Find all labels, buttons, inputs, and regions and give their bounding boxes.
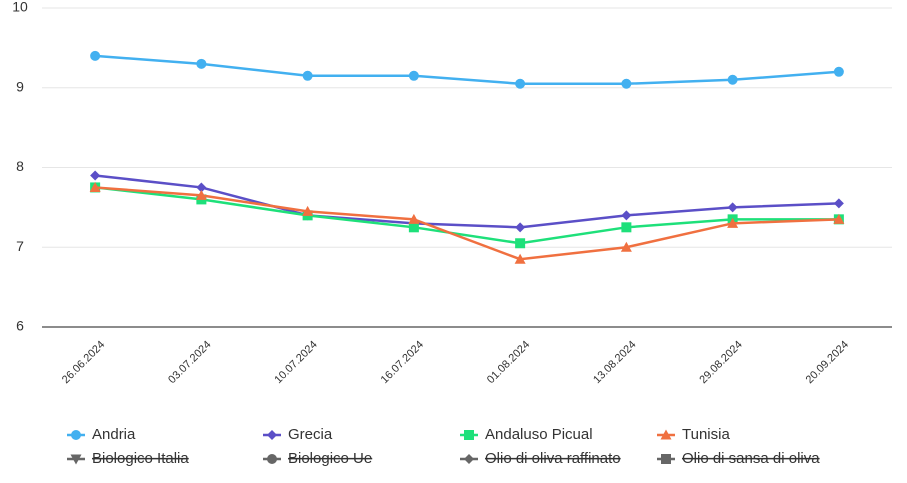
data-point <box>408 70 419 81</box>
legend-marker <box>267 454 277 464</box>
legend-marker <box>660 429 672 440</box>
data-point <box>833 213 845 224</box>
x-tick-label: 10.07.2024 <box>272 339 319 386</box>
legend-label: Biologico Ue <box>288 450 372 467</box>
data-point <box>302 205 314 216</box>
x-tick-label: 01.08.2024 <box>485 339 532 386</box>
data-point <box>833 66 844 77</box>
legend-label: Biologico Italia <box>92 450 189 467</box>
legend-item[interactable]: Grecia <box>263 426 333 443</box>
legend-item[interactable]: Tunisia <box>657 426 730 443</box>
x-tick-label: 26.06.2024 <box>60 339 107 386</box>
data-point <box>196 58 207 69</box>
y-tick-label: 9 <box>16 78 24 94</box>
data-point <box>514 253 526 264</box>
legend-label: Olio di sansa di oliva <box>682 450 820 467</box>
legend-marker <box>70 454 82 465</box>
legend-item[interactable]: Biologico Ue <box>263 450 372 467</box>
legend-label: Andaluso Picual <box>485 426 593 443</box>
data-point <box>621 210 632 221</box>
data-point <box>90 170 101 181</box>
x-tick-label: 03.07.2024 <box>166 339 213 386</box>
y-tick-label: 10 <box>12 0 28 15</box>
series-line <box>95 186 839 261</box>
legend-marker <box>71 430 81 440</box>
data-point <box>89 181 101 192</box>
data-point <box>408 222 419 233</box>
x-tick-label: 16.07.2024 <box>379 339 426 386</box>
data-point <box>620 241 632 252</box>
legend-item[interactable]: Biologico Italia <box>67 450 189 467</box>
data-point <box>621 222 632 233</box>
legend-marker <box>661 454 671 464</box>
data-point <box>90 50 101 61</box>
legend-marker <box>464 454 474 464</box>
data-point <box>515 238 526 249</box>
y-tick-label: 6 <box>16 318 24 334</box>
data-point <box>727 202 738 213</box>
data-point <box>195 189 207 200</box>
legend-label: Tunisia <box>682 426 730 443</box>
legend-label: Andria <box>92 426 136 443</box>
data-point <box>515 78 526 89</box>
data-point <box>515 222 526 233</box>
series-line <box>94 174 839 229</box>
data-point <box>408 213 420 224</box>
legend-label: Olio di oliva raffinato <box>485 450 621 467</box>
data-point <box>727 217 739 228</box>
y-tick-label: 8 <box>16 158 24 174</box>
x-tick-label: 13.08.2024 <box>591 339 638 386</box>
legend-item[interactable]: Olio di sansa di oliva <box>657 450 820 467</box>
legend-item[interactable]: Andria <box>67 426 136 443</box>
legend-marker <box>267 430 277 440</box>
data-point <box>727 74 738 85</box>
x-tick-label: 20.09.2024 <box>804 339 851 386</box>
x-tick-label: 29.08.2024 <box>697 339 744 386</box>
legend-item[interactable]: Olio di oliva raffinato <box>460 450 621 467</box>
data-point <box>833 198 844 209</box>
data-point <box>621 78 632 89</box>
data-point <box>302 70 313 81</box>
legend-marker <box>464 430 474 440</box>
series-line <box>95 54 839 86</box>
data-point <box>196 182 207 193</box>
legend-item[interactable]: Andaluso Picual <box>460 426 593 443</box>
legend-label: Grecia <box>288 426 333 443</box>
series-line <box>94 186 839 245</box>
y-tick-label: 7 <box>16 238 24 254</box>
